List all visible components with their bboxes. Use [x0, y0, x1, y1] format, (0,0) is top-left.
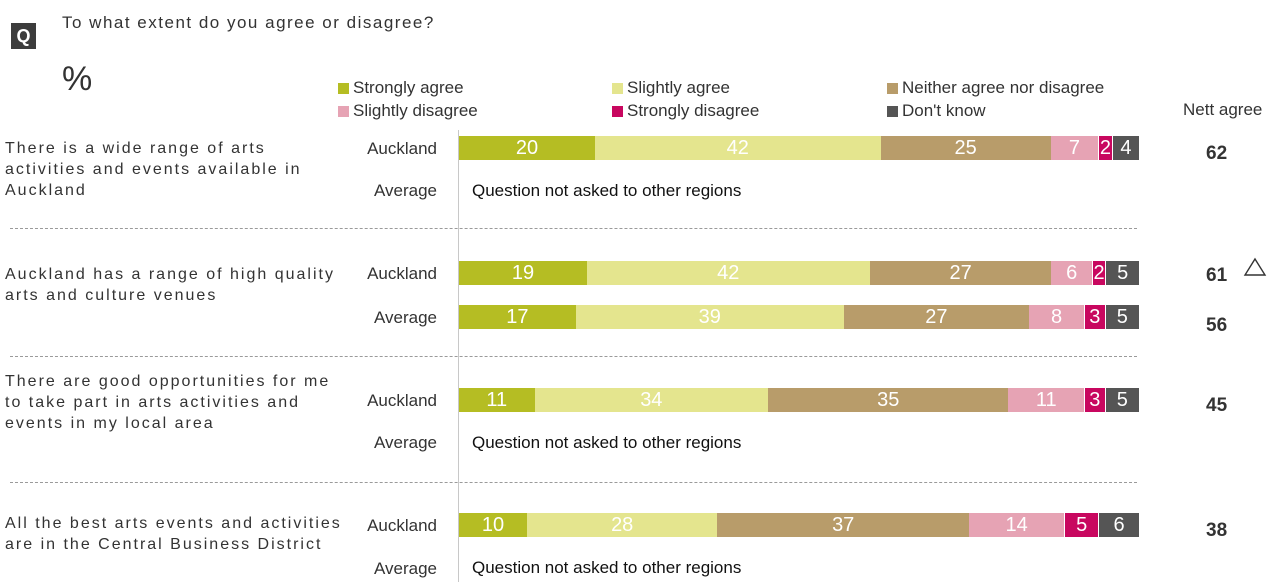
- nett-value: 61: [1206, 265, 1228, 286]
- statement-label: There is a wide range of arts activities…: [5, 140, 302, 199]
- seg-slightly-agree: 39: [575, 305, 844, 329]
- seg-neither: 25: [880, 136, 1051, 160]
- row-label-average: Average: [373, 308, 437, 327]
- seg-slightly-disagree: 14: [969, 513, 1065, 537]
- bar-statement-2-auckland: 19 42 27 6 2 5: [459, 261, 1139, 285]
- legend-label: Neither agree nor disagree: [902, 78, 1105, 97]
- seg-strongly-disagree: 5: [1064, 513, 1099, 537]
- legend-label: Slightly agree: [627, 78, 731, 97]
- legend-swatch: [612, 82, 623, 94]
- question-text: To what extent do you agree or disagree?: [62, 13, 435, 32]
- unit-label: %: [62, 60, 93, 98]
- legend-item-dont-know: Don't know: [887, 101, 986, 121]
- legend-swatch: [612, 105, 623, 117]
- legend-swatch: [338, 105, 349, 117]
- statement-label: All the best arts events and activities …: [5, 515, 342, 553]
- seg-slightly-agree: 28: [527, 513, 718, 537]
- row-label-auckland: Auckland: [367, 391, 437, 410]
- seg-strongly-agree: 17: [459, 305, 576, 329]
- seg-strongly-disagree: 3: [1084, 388, 1105, 412]
- legend-label: Strongly disagree: [627, 101, 760, 120]
- row-label-average: Average: [373, 181, 437, 200]
- seg-dont-know: 4: [1111, 136, 1139, 160]
- seg-strongly-agree: 20: [459, 136, 595, 160]
- section-divider: [10, 356, 1137, 357]
- seg-neither: 27: [869, 261, 1052, 285]
- seg-slightly-disagree: 11: [1008, 388, 1085, 412]
- bar-statement-1-auckland: 20 42 25 7 2 4: [459, 136, 1139, 160]
- seg-slightly-agree: 34: [534, 388, 769, 412]
- seg-neither: 37: [717, 513, 969, 537]
- legend-swatch: [887, 82, 898, 94]
- not-asked-note: Question not asked to other regions: [472, 558, 742, 577]
- seg-slightly-disagree: 6: [1051, 261, 1092, 285]
- seg-slightly-agree: 42: [595, 136, 881, 160]
- row-label-auckland: Auckland: [367, 516, 437, 535]
- row-label-auckland: Auckland: [367, 264, 437, 283]
- row-label-average: Average: [373, 433, 437, 452]
- row-label-auckland: Auckland: [367, 139, 437, 158]
- seg-strongly-disagree: 3: [1084, 305, 1105, 329]
- seg-dont-know: 6: [1098, 513, 1139, 537]
- nett-value: 38: [1206, 520, 1228, 541]
- statement-label: Auckland has a range of high quality art…: [5, 266, 335, 304]
- nett-value: 56: [1206, 315, 1228, 336]
- question-badge: Q: [11, 23, 36, 49]
- significance-triangle-icon: [1243, 257, 1267, 276]
- legend-item-strongly-agree: Strongly agree: [338, 78, 464, 98]
- legend-item-slightly-disagree: Slightly disagree: [338, 101, 478, 121]
- legend-label: Slightly disagree: [353, 101, 478, 120]
- statement-label: There are good opportunities for me to t…: [5, 373, 331, 432]
- nett-value: 62: [1206, 143, 1228, 164]
- legend-swatch: [338, 82, 349, 94]
- seg-slightly-disagree: 8: [1029, 305, 1085, 329]
- seg-slightly-agree: 42: [586, 261, 870, 285]
- seg-neither: 27: [843, 305, 1030, 329]
- row-label-average: Average: [373, 559, 437, 578]
- legend-swatch: [887, 105, 898, 117]
- bar-statement-2-average: 17 39 27 8 3 5: [459, 305, 1139, 329]
- legend-item-slightly-agree: Slightly agree: [612, 78, 730, 98]
- bar-statement-3-auckland: 11 34 35 11 3 5: [459, 388, 1139, 412]
- seg-strongly-agree: 19: [459, 261, 587, 285]
- seg-dont-know: 5: [1105, 261, 1139, 285]
- seg-strongly-agree: 11: [459, 388, 535, 412]
- legend-item-strongly-disagree: Strongly disagree: [612, 101, 759, 121]
- not-asked-note: Question not asked to other regions: [472, 433, 742, 452]
- legend-label: Don't know: [902, 101, 986, 120]
- seg-slightly-disagree: 7: [1050, 136, 1099, 160]
- bar-statement-4-auckland: 10 28 37 14 5 6: [459, 513, 1139, 537]
- nett-agree-header: Nett agree: [1183, 100, 1263, 119]
- legend-item-neither: Neither agree nor disagree: [887, 78, 1104, 98]
- seg-strongly-disagree: 2: [1091, 261, 1106, 285]
- not-asked-note: Question not asked to other regions: [472, 181, 742, 200]
- legend-label: Strongly agree: [353, 78, 464, 97]
- seg-neither: 35: [768, 388, 1009, 412]
- seg-dont-know: 5: [1104, 388, 1139, 412]
- seg-strongly-agree: 10: [459, 513, 527, 537]
- seg-strongly-disagree: 2: [1098, 136, 1112, 160]
- nett-value: 45: [1206, 395, 1228, 416]
- seg-dont-know: 5: [1104, 305, 1139, 329]
- section-divider: [10, 482, 1137, 483]
- section-divider: [10, 228, 1137, 229]
